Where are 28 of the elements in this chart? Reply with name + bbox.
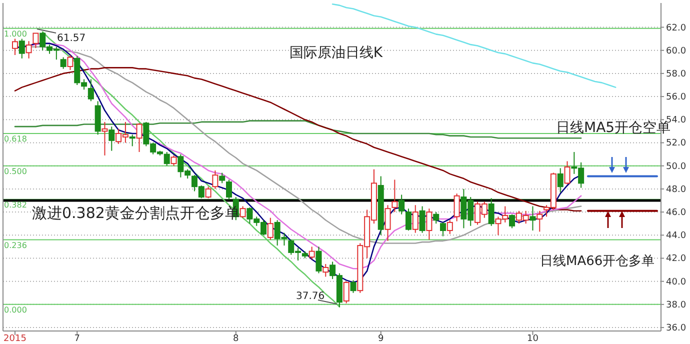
y-tick-label: 56.0	[666, 92, 686, 103]
y-tick-label: 48.0	[666, 184, 686, 195]
x-tick-label: 8	[233, 334, 240, 344]
annotation: 0.382	[4, 200, 27, 210]
annotation: 0.000	[4, 305, 27, 314]
x-tick-label: 9	[378, 334, 384, 344]
y-tick-label: 62.0	[666, 23, 686, 34]
y-tick-label: 60.0	[666, 46, 686, 56]
x-tick-label: 7	[74, 334, 80, 344]
y-tick-label: 36.0	[666, 324, 686, 334]
y-tick-label: 52.0	[666, 138, 686, 149]
y-tick-label: 44.0	[666, 231, 686, 242]
annotation: 1.000	[4, 29, 27, 38]
y-tick-label: 46.0	[666, 208, 686, 218]
y-tick-label: 38.0	[666, 300, 686, 310]
annotation: 61.57	[57, 33, 86, 44]
text: 国际原油日线K	[289, 45, 384, 61]
x-tick-label: 2015	[4, 334, 26, 344]
annotation: 日线MA66开仓多单	[540, 254, 655, 269]
y-tick-label: 50.0	[666, 162, 686, 172]
y-tick-label: 58.0	[666, 69, 686, 80]
y-tick-label: 40.0	[666, 277, 686, 288]
x-tick-label: 10	[527, 334, 539, 344]
annotation: 0.500	[4, 166, 27, 176]
annotation: 0.236	[4, 240, 27, 250]
y-tick-label: 42.0	[666, 254, 686, 264]
annotation: 37.76	[296, 291, 325, 302]
annotation: 0.618	[4, 134, 27, 144]
